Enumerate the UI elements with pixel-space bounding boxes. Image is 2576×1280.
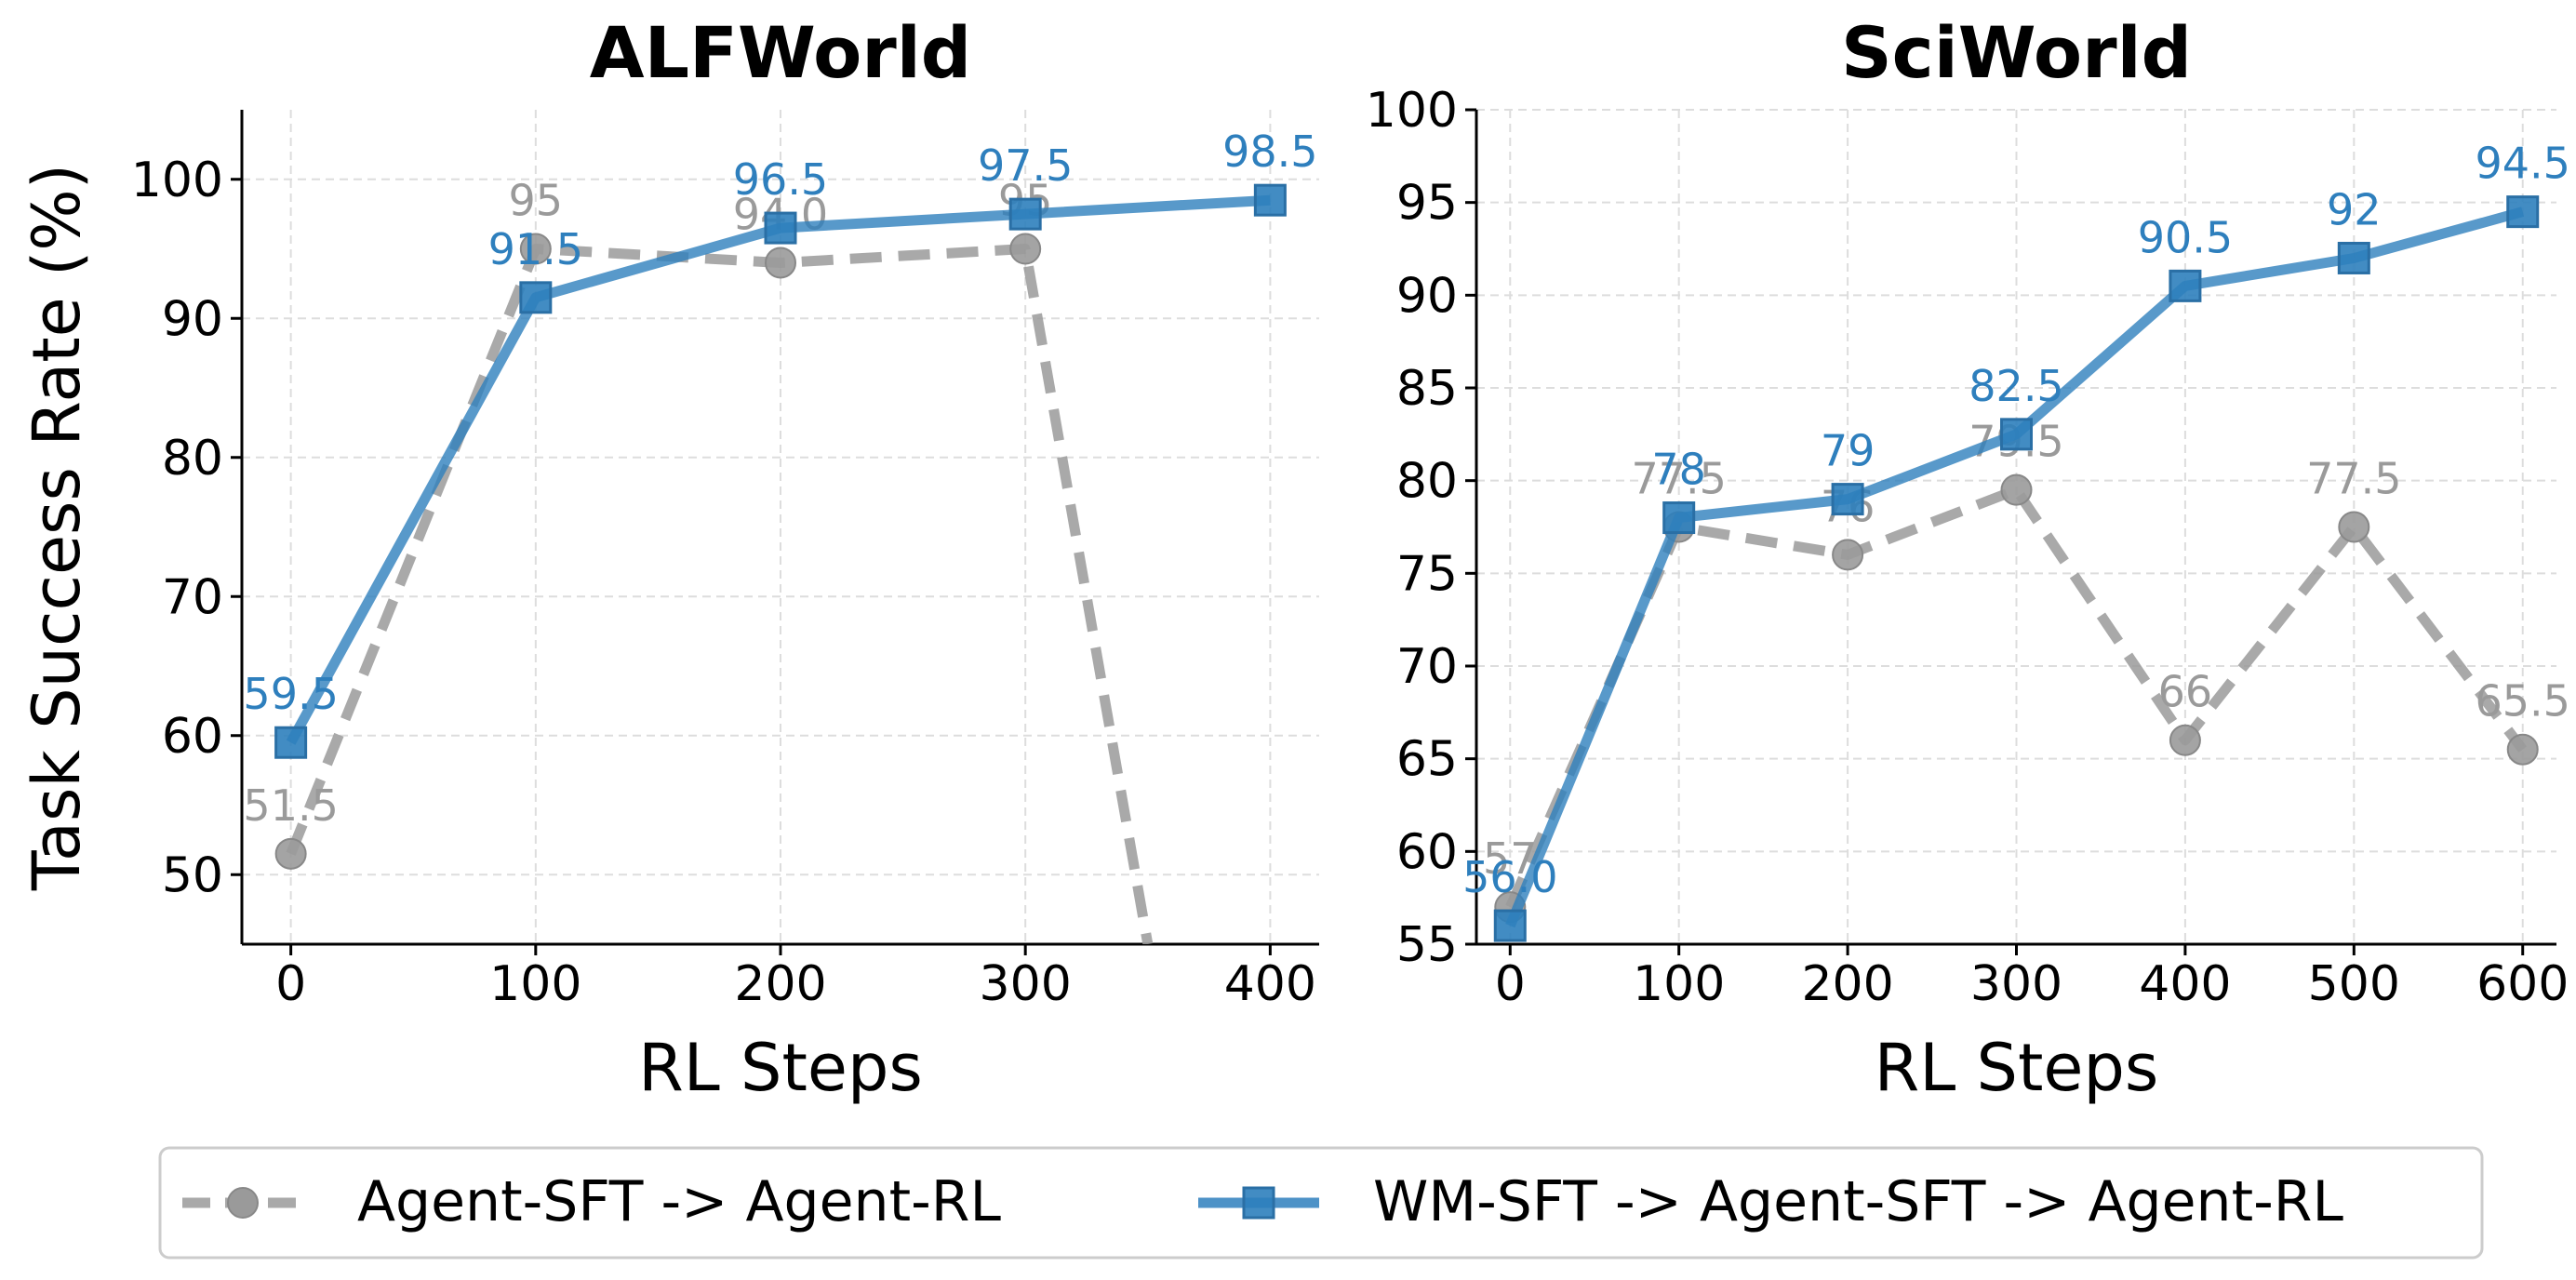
data-label: 90.5 bbox=[2138, 212, 2233, 262]
data-point bbox=[274, 837, 307, 870]
y-tick-label: 80 bbox=[162, 431, 223, 487]
data-point bbox=[2338, 511, 2370, 543]
data-label: 94.5 bbox=[2476, 139, 2570, 189]
y-tick-label: 90 bbox=[162, 291, 223, 347]
data-label: 65.5 bbox=[2476, 676, 2570, 727]
data-point bbox=[1493, 909, 1527, 942]
data-label: 96.5 bbox=[733, 154, 828, 205]
data-point bbox=[1253, 183, 1287, 217]
data-label: 51.5 bbox=[243, 780, 338, 831]
x-tick-label: 300 bbox=[980, 956, 1072, 1012]
x-tick-label: 0 bbox=[1495, 956, 1526, 1012]
chart-title: ALFWorld bbox=[590, 11, 971, 94]
data-point bbox=[2000, 418, 2033, 451]
data-label: 78 bbox=[1651, 445, 1706, 495]
y-tick-label: 70 bbox=[162, 569, 223, 625]
data-point bbox=[1008, 197, 1042, 231]
data-point bbox=[1009, 233, 1042, 265]
y-tick-label: 50 bbox=[162, 847, 223, 903]
data-label: 91.5 bbox=[488, 224, 583, 274]
data-point bbox=[2337, 241, 2370, 274]
y-axis-label: Task Success Rate (%) bbox=[19, 164, 95, 891]
legend: Agent-SFT -> Agent-RL WM-SFT -> Agent-SFT… bbox=[158, 1146, 2484, 1260]
chart-alfworld: 0 100 200 300 400 50 60 70 80 90 100 ALFWorld RL Ste… bbox=[19, 11, 1319, 1106]
y-tick-label: 100 bbox=[1366, 83, 1458, 139]
data-point bbox=[2000, 473, 2033, 506]
y-tick-label: 90 bbox=[1396, 268, 1458, 324]
data-point bbox=[2506, 733, 2539, 766]
y-tick-label: 60 bbox=[1396, 824, 1458, 880]
data-label: 77.5 bbox=[1631, 454, 1726, 504]
data-point bbox=[2169, 269, 2202, 302]
legend-box bbox=[158, 1146, 2484, 1260]
series-line bbox=[1505, 207, 2525, 928]
x-tick-label: 0 bbox=[275, 956, 306, 1012]
data-label: 95 bbox=[509, 176, 564, 226]
x-tick-label: 200 bbox=[1801, 956, 1893, 1012]
y-tick-label: 75 bbox=[1396, 546, 1458, 602]
y-tick-label: 95 bbox=[1396, 176, 1458, 232]
data-label: 98.5 bbox=[1222, 127, 1317, 177]
data-label: 97.5 bbox=[978, 140, 1073, 191]
data-point bbox=[764, 211, 797, 245]
data-point bbox=[1662, 501, 1696, 535]
y-tick-label: 55 bbox=[1396, 917, 1458, 973]
x-tick-label: 100 bbox=[1633, 956, 1725, 1012]
legend-marker-circle bbox=[227, 1187, 259, 1219]
data-label: 79 bbox=[1821, 426, 1875, 476]
data-point bbox=[765, 247, 796, 279]
data-label: 56.0 bbox=[1462, 852, 1557, 902]
data-label: 66 bbox=[2158, 667, 2213, 717]
data-label: 77.5 bbox=[2306, 454, 2401, 504]
data-label: 92 bbox=[2327, 184, 2382, 234]
series-wm-sft-agent-sft-rl bbox=[1505, 207, 2525, 928]
x-tick-label: 300 bbox=[1970, 956, 2062, 1012]
y-tick-label: 85 bbox=[1396, 361, 1458, 417]
x-tick-label: 400 bbox=[2139, 956, 2231, 1012]
x-tick-label: 400 bbox=[1224, 956, 1316, 1012]
data-point bbox=[1831, 483, 1864, 516]
data-point bbox=[2506, 195, 2540, 229]
x-tick-label: 500 bbox=[2308, 956, 2400, 1012]
x-tick-label: 200 bbox=[734, 956, 826, 1012]
legend-label-0: Agent-SFT -> Agent-RL bbox=[357, 1169, 1001, 1234]
x-tick-label: 600 bbox=[2476, 956, 2569, 1012]
data-point bbox=[519, 281, 553, 314]
x-axis-label: RL Steps bbox=[638, 1030, 923, 1106]
y-tick-label: 65 bbox=[1396, 732, 1458, 788]
y-tick-label: 70 bbox=[1396, 639, 1458, 695]
y-tick-label: 60 bbox=[162, 709, 223, 765]
y-tick-label: 100 bbox=[131, 153, 223, 208]
x-tick-label: 100 bbox=[489, 956, 581, 1012]
x-axis-label: RL Steps bbox=[1875, 1030, 2159, 1106]
legend-marker-square bbox=[1242, 1186, 1275, 1220]
data-point bbox=[274, 726, 308, 759]
data-label: 82.5 bbox=[1969, 361, 2063, 411]
chart-title: SciWorld bbox=[1841, 11, 2192, 94]
data-point bbox=[519, 233, 552, 265]
data-point bbox=[2169, 724, 2201, 756]
data-point bbox=[1832, 539, 1864, 571]
chart-sciworld: 0 100 200 300 400 500 600 55 60 65 70 75 80 85 90 95 100… bbox=[1366, 11, 2570, 1106]
y-tick-label: 80 bbox=[1396, 454, 1458, 510]
legend-label-1: WM-SFT -> Agent-SFT -> Agent-RL bbox=[1373, 1169, 2343, 1234]
data-label: 59.5 bbox=[243, 669, 338, 719]
